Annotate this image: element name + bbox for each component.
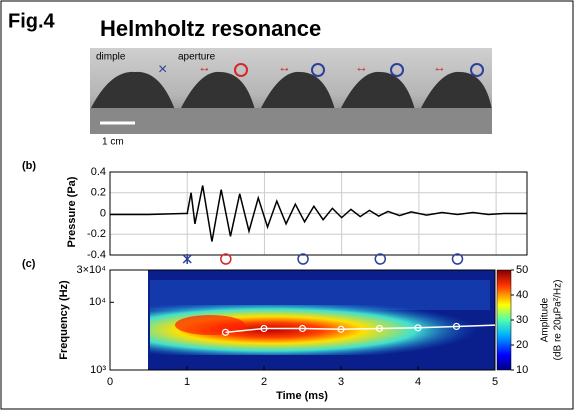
colorbar-unit: (dB re 20μPa²/Hz) (553, 280, 564, 361)
aperture-label: aperture (178, 52, 216, 63)
fig-title: Helmholtz resonance (100, 16, 321, 41)
x-tick-label: 2 (261, 376, 267, 388)
y-tick-label: 10⁴ (89, 296, 106, 308)
x-tick-label: 5 (492, 376, 498, 388)
y-tick-label: 0.2 (91, 187, 106, 199)
y-tick-label: 0.4 (91, 166, 106, 178)
colorbar-tick-label: 40 (516, 289, 528, 301)
y-tick-label: -0.4 (87, 249, 106, 261)
y-tick-label: 3×10⁴ (76, 264, 106, 276)
marker (220, 253, 232, 265)
colorbar-tick-label: 20 (516, 339, 528, 351)
x-tick-label: 4 (415, 376, 421, 388)
plot-frame (109, 269, 496, 371)
x-tick-label: 3 (338, 376, 344, 388)
frequency-point (260, 324, 268, 333)
scale-label: 1 cm (102, 137, 124, 148)
x-axis-title: Time (ms) (276, 390, 328, 402)
fig-label: Fig.4 (8, 10, 56, 32)
spectrogram-image (148, 270, 495, 370)
x-tick-label: 1 (184, 376, 190, 388)
marker (374, 253, 387, 265)
colorbar (496, 269, 512, 371)
x-tick-label: 0 (107, 376, 113, 388)
frequency-point (452, 322, 461, 331)
frequency-point (375, 324, 384, 333)
marker (182, 254, 192, 264)
colorbar-tick-label: 50 (516, 264, 528, 276)
marker (451, 253, 464, 265)
colorbar-title: Amplitude (540, 297, 551, 342)
svg-text:↔: ↔ (198, 59, 211, 74)
frequency-point (221, 328, 230, 336)
marker (297, 253, 309, 265)
svg-text:↔: ↔ (278, 59, 291, 74)
colorbar-tick-label: 30 (516, 314, 528, 326)
frequency-point (337, 325, 345, 333)
frequency-line (225, 324, 496, 334)
frequency-point (414, 324, 422, 332)
colorbar-tick-label: 10 (516, 364, 528, 376)
svg-text:↔: ↔ (355, 59, 368, 74)
y-axis-title: Frequency (Hz) (58, 280, 70, 360)
y-tick-label: -0.2 (87, 228, 106, 240)
y-tick-label: 0 (100, 207, 106, 219)
svg-text:↔: ↔ (433, 59, 446, 74)
frequency-point (298, 324, 307, 333)
dimple-label: dimple (96, 52, 126, 63)
waveform (110, 185, 527, 242)
photo: × ↔ ↔ ↔ ↔ (90, 48, 492, 134)
panel-label: (b) (22, 160, 36, 172)
y-tick-label: 10³ (90, 364, 106, 376)
y-axis-title: Pressure (Pa) (66, 176, 78, 247)
panel-label: (c) (22, 258, 36, 270)
svg-text:×: × (158, 61, 167, 78)
